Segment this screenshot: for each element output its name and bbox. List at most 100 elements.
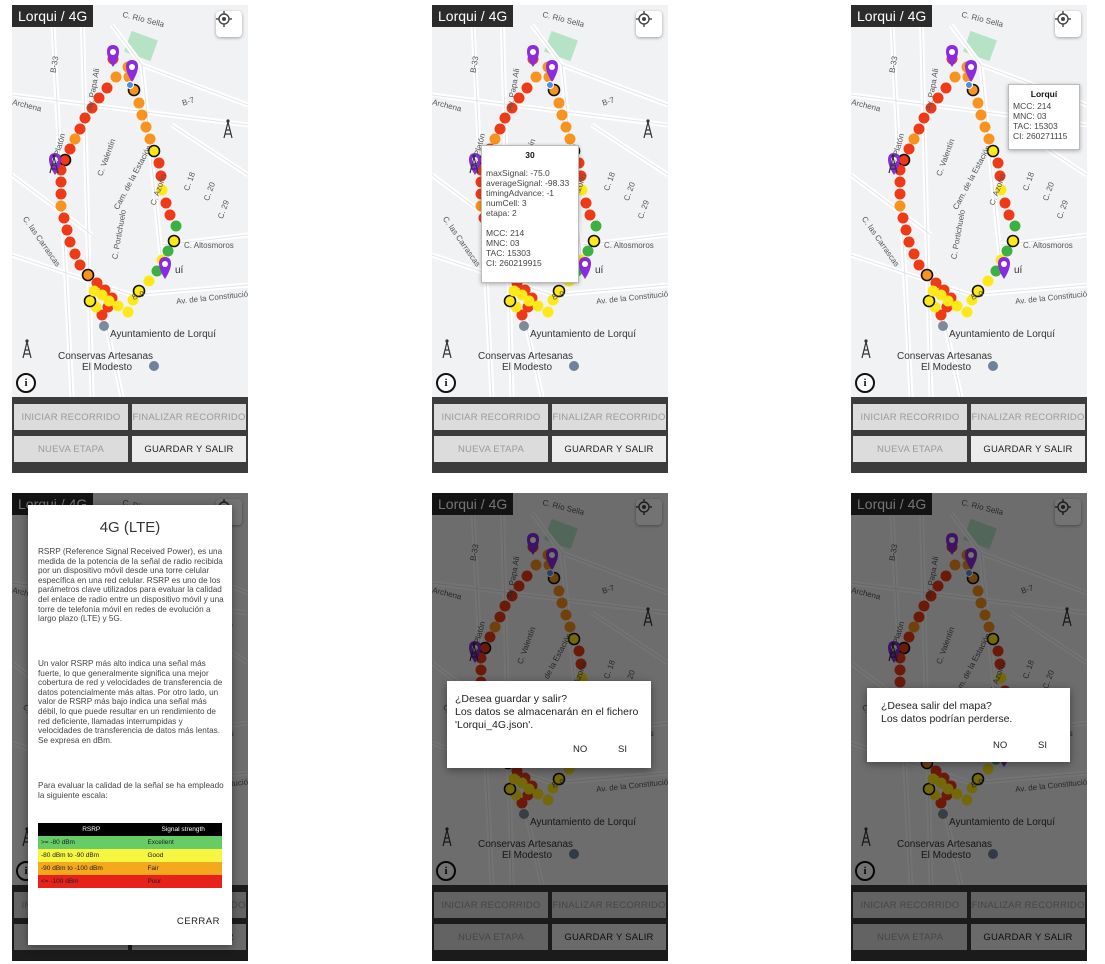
signal-point [83,294,97,308]
table-row: <= -100 dBm Poor [38,875,222,888]
popup-title: 30 [525,150,535,160]
marker-shape [126,60,138,82]
no-button[interactable]: NO [993,740,1008,751]
info-icon[interactable]: i [436,373,456,393]
map-view[interactable]: C. Río Sella Av. Papa Ali B-7 B-33 C. Pl… [432,5,668,397]
location-marker-icon [965,60,977,82]
location-marker-icon [126,60,138,82]
map-view[interactable]: C. Río Sella Av. Papa Ali B-7 B-33 C. Pl… [12,5,248,397]
popup-line: TAC: 15303 [1013,121,1058,131]
signal-point [147,144,161,158]
new-stage-button[interactable]: NUEVA ETAPA [853,436,967,462]
signal-point [156,184,168,196]
cell-tower-icon [22,339,32,359]
signal-point [494,123,506,135]
dialog-title: 4G (LTE) [99,519,161,536]
location-marker-icon [546,60,558,82]
signal-point [521,82,533,94]
save-exit-button[interactable]: GUARDAR Y SALIR [971,436,1085,462]
road-edge [141,64,163,266]
start-route-button[interactable]: INICIAR RECORRIDO [853,404,967,430]
road-edge [851,174,932,236]
signal-point [167,234,181,248]
close-button[interactable]: CERRAR [176,916,220,927]
marker-shape [998,257,1010,279]
signal-point [903,236,915,248]
signal-point [920,268,934,282]
locate-button[interactable] [216,11,242,37]
dialog-paragraph: RSRP (Reference Signal Received Power), … [38,547,224,624]
signal-point [58,212,70,224]
signal-point [553,97,565,109]
place-label-ayuntamiento: Ayuntamiento de Lorquí [110,329,217,340]
signal-point [122,306,134,318]
signal-point [489,133,501,145]
signal-point [112,300,124,312]
place-label-conservas: Conservas Artesanas [897,351,993,362]
cell-tower-icon [442,339,452,359]
start-route-button[interactable]: INICIAR RECORRIDO [434,404,548,430]
place-label-ayuntamiento: Ayuntamiento de Lorquí [530,329,637,340]
signal-point [894,200,906,212]
marker-dot [968,64,974,70]
screen-title: Lorqui / 4G [851,5,933,27]
signal-point [160,197,172,209]
dialog-message: ¿Desea salir del mapa? Los datos podrían… [881,700,1013,725]
map-view[interactable]: C. Río Sella Av. Papa Ali B-7 B-33 C. Pl… [851,5,1087,397]
info-icon[interactable]: i [16,373,36,393]
signal-point [69,133,81,145]
place-label-ayuntamiento: Ayuntamiento de Lorquí [949,329,1056,340]
road-edge [81,5,93,397]
map-canvas[interactable] [432,5,668,397]
signal-point [894,176,906,188]
yes-button[interactable]: SI [1038,740,1047,751]
new-stage-button[interactable]: NUEVA ETAPA [14,436,128,462]
marker-dot [1001,261,1007,267]
save-exit-button[interactable]: GUARDAR Y SALIR [552,436,666,462]
button-bar: INICIAR RECORRIDO FINALIZAR RECORRIDO NU… [851,397,1087,473]
marker-dot [129,64,135,70]
info-icon[interactable]: i [855,373,875,393]
street-label: C. Altosmoros [1023,241,1073,250]
signal-point [542,306,554,318]
point-info-popup: 30 maxSignal: -75.0 averageSignal: -98.3… [481,145,579,283]
no-button[interactable]: NO [573,744,588,755]
tower-shape [22,341,32,359]
signal-point [55,188,67,200]
finish-route-button[interactable]: FINALIZAR RECORRIDO [971,404,1085,430]
road-edge [12,174,93,236]
tower-shape [861,341,871,359]
locate-button[interactable] [1055,11,1081,37]
signal-point [101,82,113,94]
locate-button[interactable] [636,11,662,37]
place-label-qui: uí [1014,265,1023,276]
signal-point [913,259,925,271]
tower-shape [469,156,479,174]
current-location-dot [965,81,973,89]
finish-route-button[interactable]: FINALIZAR RECORRIDO [132,404,246,430]
screen-title: Lorqui / 4G [12,5,94,27]
exit-confirm-dialog: ¿Desea salir del mapa? Los datos podrían… [867,688,1070,762]
yes-button[interactable]: SI [618,744,627,755]
signal-point [935,309,947,321]
signal-point [925,102,937,114]
place-pin-icon [988,361,998,371]
marker-dot [949,49,955,55]
signal-point [942,295,954,307]
table-cell: Fair [147,865,159,872]
road-edge [12,94,248,126]
tower-shape [442,341,452,359]
road-edge [980,64,1002,266]
start-route-button[interactable]: INICIAR RECORRIDO [14,404,128,430]
signal-point [516,309,528,321]
save-exit-button[interactable]: GUARDAR Y SALIR [132,436,246,462]
signal-point [897,212,909,224]
road-edge [521,304,543,397]
signal-point [144,133,156,145]
road-edge [171,124,248,176]
signal-point [133,97,145,109]
finish-route-button[interactable]: FINALIZAR RECORRIDO [552,404,666,430]
map-canvas[interactable] [12,5,248,397]
new-stage-button[interactable]: NUEVA ETAPA [434,436,548,462]
crosshair-icon [1055,11,1071,27]
